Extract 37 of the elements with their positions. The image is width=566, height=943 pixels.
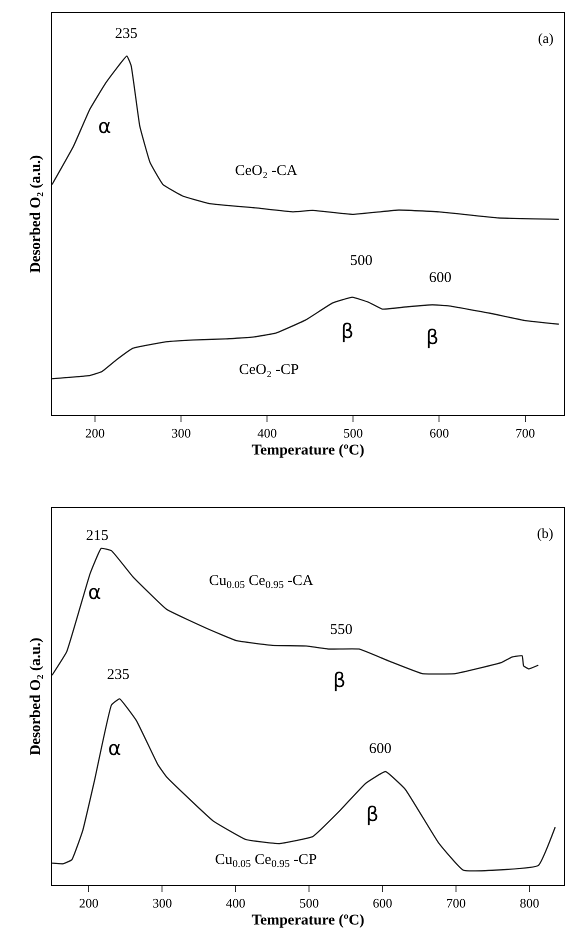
x-tick-label: 600 — [429, 426, 449, 441]
annotation: β — [341, 319, 354, 343]
x-tick-label: 500 — [299, 896, 319, 911]
annotation: α — [98, 114, 112, 138]
x-tick-label: 200 — [78, 896, 98, 911]
x-axis-title: Temperature (ºC) — [252, 912, 364, 929]
x-tick-label: 400 — [257, 426, 277, 441]
text: (b) — [537, 527, 554, 542]
annotation: 235 — [107, 667, 130, 683]
annotation: 500 — [350, 253, 372, 269]
x-tick-label: 800 — [520, 896, 540, 911]
annotation: 235 — [115, 26, 138, 42]
x-tick-label: 500 — [343, 426, 363, 441]
text: (a) — [538, 32, 554, 47]
y-axis-title: Desorbed O₂ (a.u.) — [28, 155, 44, 273]
x-tick-label: 700 — [516, 426, 536, 441]
x-tick-label: 600 — [372, 896, 392, 911]
x-tick-label: 300 — [152, 896, 172, 911]
x-tick-label: 700 — [446, 896, 466, 911]
annotation: 550 — [330, 622, 352, 638]
annotation: 215 — [86, 528, 108, 544]
annotation: β — [333, 668, 346, 692]
annotation: Cu$_{0.05}$ Ce$_{0.95}$ -CP — [215, 852, 317, 870]
annotation: CeO₂ -CP — [239, 362, 299, 378]
annotation: α — [88, 580, 102, 604]
annotation: 600 — [429, 270, 452, 286]
annotation: Cu$_{0.05}$ Ce$_{0.95}$ -CA — [209, 573, 314, 592]
x-tick-label: 400 — [226, 896, 246, 911]
annotation: β — [426, 325, 439, 349]
annotation: 600 — [369, 741, 392, 757]
x-tick-label: 300 — [171, 426, 191, 441]
annotation: β — [366, 802, 379, 826]
x-axis-title: Temperature (ºC) — [252, 442, 364, 459]
annotation: α — [108, 736, 122, 760]
x-tick-label: 200 — [85, 426, 105, 441]
annotation: CeO₂ -CA — [235, 163, 298, 179]
y-axis-title: Desorbed O₂ (a.u.) — [28, 638, 44, 756]
